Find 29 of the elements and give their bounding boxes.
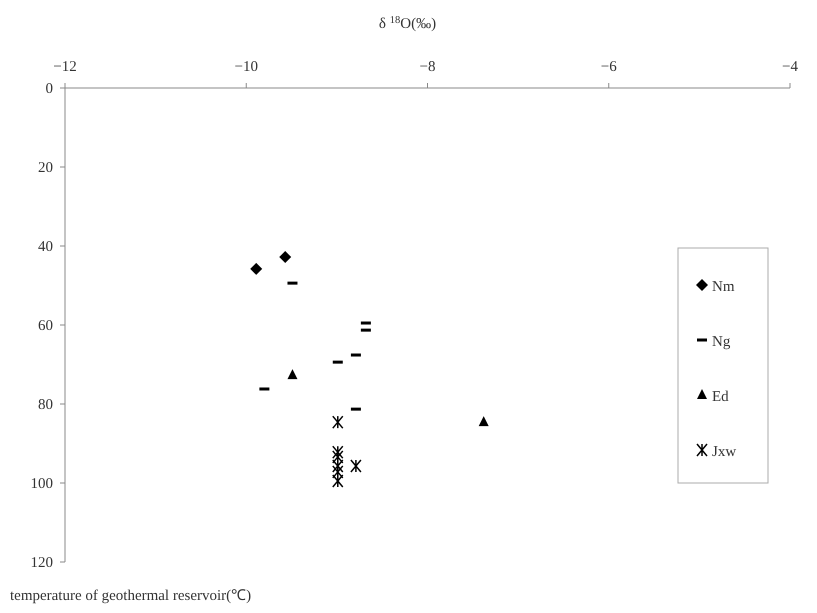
x-tick-label: −12 [53,59,77,75]
y-tick-label: 40 [38,239,53,255]
legend-label: Ng [712,334,731,350]
point [332,450,344,464]
point [332,415,344,429]
y-tick-label: 120 [30,555,53,571]
x-axis-title: δ $^{18}$O(‰) [378,14,436,32]
y-tick-label: 0 [46,81,53,97]
y-axis-title: temperature of geothermal reservoir(℃) [10,588,252,604]
point [478,416,489,426]
y-tick-label: 60 [38,318,53,334]
point [332,445,344,459]
point [350,459,362,473]
y-tick-label: 100 [30,476,53,492]
legend-label: Ed [712,389,730,405]
x-tick-label: −4 [782,59,798,75]
point [250,262,262,275]
x-tick-label: −10 [234,59,258,75]
x-tick-label: −8 [420,59,436,75]
point [279,251,292,264]
point [287,369,298,380]
legend-label: Jxw [712,444,736,460]
y-tick-label: 20 [38,160,53,176]
y-tick-label: 80 [38,397,53,413]
point [332,465,344,479]
point [332,459,344,473]
point [332,474,344,488]
legend-label: Nm [712,279,735,295]
x-tick-label: −6 [600,59,618,75]
